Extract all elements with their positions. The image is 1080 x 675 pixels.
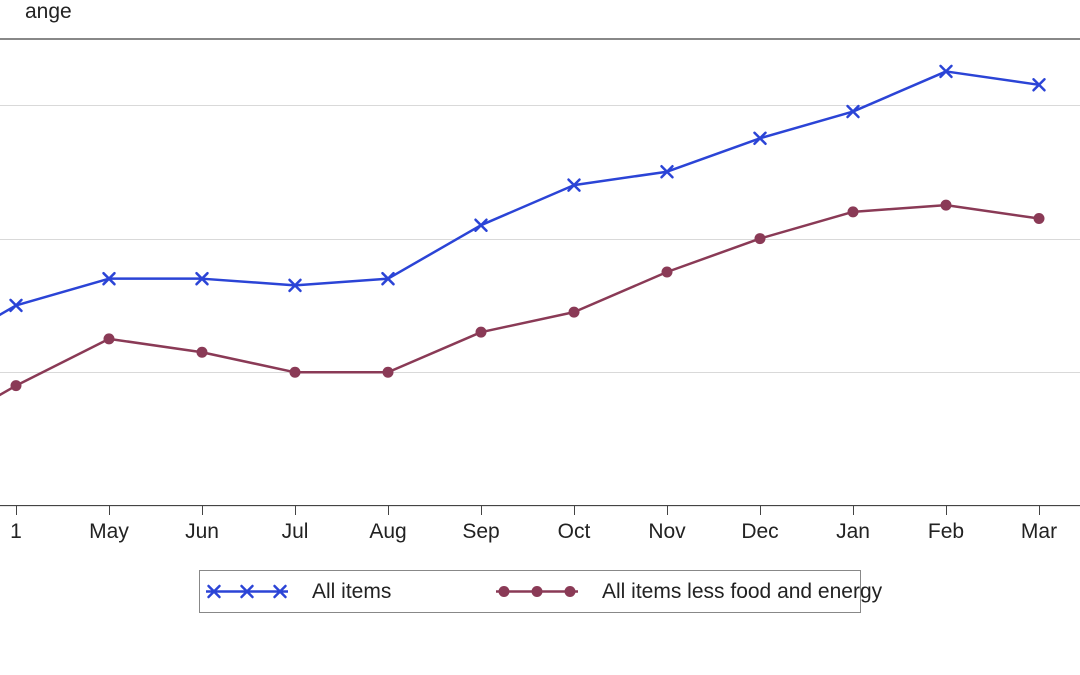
- x-tick: [202, 506, 203, 515]
- legend-swatch: [200, 571, 294, 612]
- x-tick: [295, 506, 296, 515]
- x-tick: [388, 506, 389, 515]
- x-tick-label: Jun: [185, 520, 219, 544]
- legend-label: All items less food and energy: [602, 580, 882, 604]
- x-tick-label: Jul: [282, 520, 309, 544]
- legend-item: All items less food and energy: [490, 571, 860, 612]
- x-tick: [946, 506, 947, 515]
- x-tick-label: May: [89, 520, 129, 544]
- x-tick-label: Mar: [1021, 520, 1057, 544]
- x-tick: [1039, 506, 1040, 515]
- y-axis-title: ange: [25, 0, 72, 24]
- x-tick: [109, 506, 110, 515]
- legend: All items All items less food and energy: [199, 570, 861, 613]
- legend-item: All items: [200, 571, 490, 612]
- x-tick-label: Dec: [741, 520, 778, 544]
- legend-label: All items: [312, 580, 391, 604]
- x-tick: [760, 506, 761, 515]
- plot-area: [0, 38, 1080, 506]
- series-svg: [0, 38, 1080, 506]
- x-tick: [667, 506, 668, 515]
- x-tick-label: Feb: [928, 520, 964, 544]
- series-line: [0, 205, 1039, 439]
- x-tick-label: Oct: [558, 520, 591, 544]
- x-tick: [481, 506, 482, 515]
- x-tick-label: Nov: [648, 520, 685, 544]
- cpi-line-chart: ange 1MayJunJulAugSepOctNovDecJanFebMar …: [0, 0, 1080, 675]
- x-tick-label: Jan: [836, 520, 870, 544]
- series-line: [0, 71, 1039, 358]
- x-tick-label: 1: [10, 520, 22, 544]
- x-tick: [853, 506, 854, 515]
- x-tick: [16, 506, 17, 515]
- legend-swatch: [490, 571, 584, 612]
- x-tick: [574, 506, 575, 515]
- x-tick-label: Sep: [462, 520, 499, 544]
- x-axis: 1 May Jun Jul Aug Sep Oct Nov Dec Jan Feb Mar: [0, 506, 1080, 546]
- x-tick-label: Aug: [369, 520, 406, 544]
